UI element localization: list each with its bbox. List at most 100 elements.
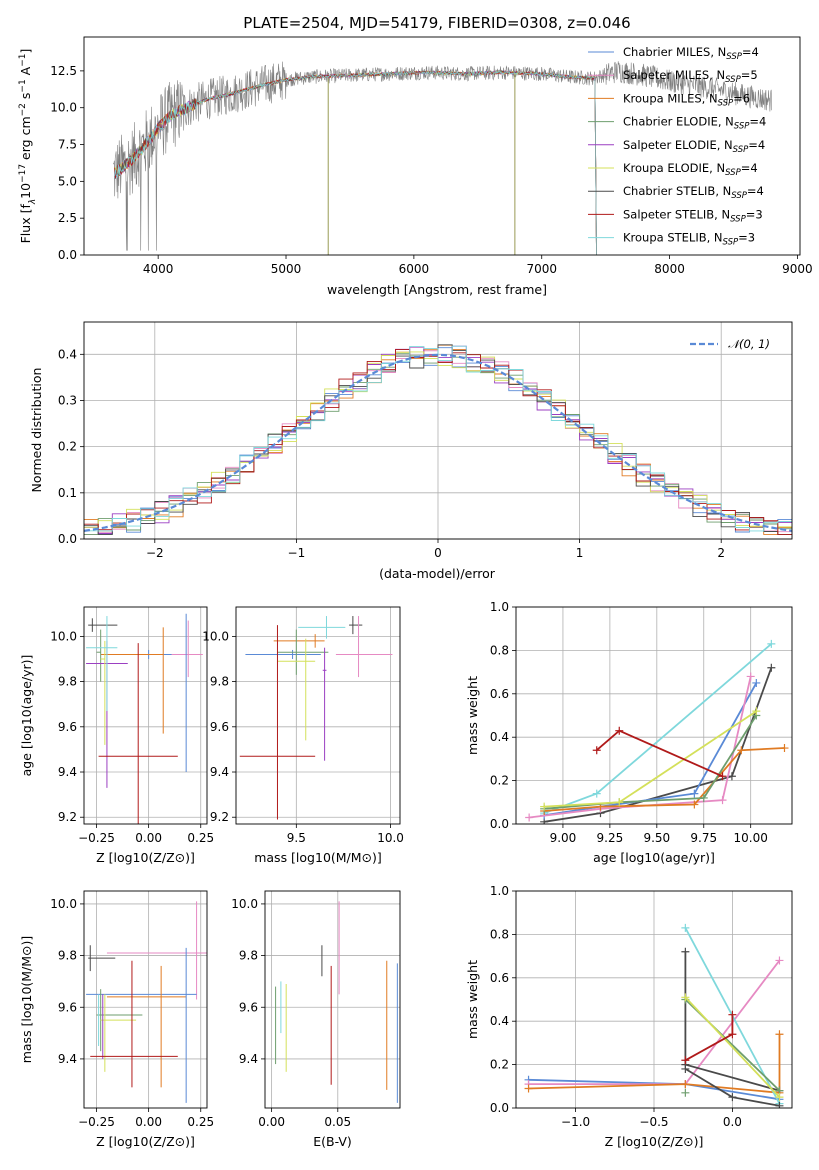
data-point <box>525 813 534 822</box>
y-tick-label: 9.2 <box>58 810 77 824</box>
data-point <box>681 1088 690 1097</box>
x-tick-label: 6000 <box>399 262 430 276</box>
y-axis-label: mass weight <box>465 676 480 755</box>
x-tick-label: 9.50 <box>643 831 670 845</box>
panel-age-vs-mass: 9.5 10.0 9.2 9.4 9.6 9.8 10.0 mass [log10(M/M⊙)… <box>202 606 404 865</box>
data-point <box>767 639 776 648</box>
x-tick-label: 5000 <box>271 262 302 276</box>
legend-label: Kroupa STELIB, NSSP=3 <box>623 231 755 248</box>
x-axis-label: Z [log10(Z/Z⊙)] <box>605 1134 704 1149</box>
y-tick-label: 9.4 <box>58 765 77 779</box>
y-tick-label: 0.8 <box>490 643 509 657</box>
plot-area <box>84 344 792 535</box>
y-axis-label: Flux [fλ10−17 erg cm−2 s−1 A−1] <box>18 49 38 244</box>
x-tick-label: −0.25 <box>78 1115 115 1129</box>
axes-frame <box>83 321 793 540</box>
x-tick-label: −1 <box>288 546 306 560</box>
x-tick-label: 9.25 <box>597 831 624 845</box>
spectrum-data-line <box>113 61 772 251</box>
plot-area <box>525 639 789 824</box>
data-point <box>718 772 727 781</box>
axes-frame <box>83 890 208 1109</box>
data-point <box>775 956 784 965</box>
normal-curve <box>84 353 792 532</box>
model-line-kroupa-elodie <box>114 70 597 255</box>
model-line-chabrier-stelib <box>114 69 597 255</box>
axes-frame <box>515 890 793 1109</box>
y-tick-label: 9.4 <box>58 1052 77 1066</box>
plot-area <box>524 923 784 1108</box>
y-tick-label: 10.0 <box>50 101 77 115</box>
data-point <box>699 793 708 802</box>
y-tick-label: 0.3 <box>58 393 77 407</box>
spectrum-title: PLATE=2504, MJD=54179, FIBERID=0308, z=0… <box>243 14 630 32</box>
data-point <box>746 672 755 681</box>
axes-frame <box>235 606 401 825</box>
y-tick-label: 0.0 <box>58 532 77 546</box>
data-point <box>592 746 601 755</box>
data-point <box>780 744 789 753</box>
data-point <box>752 707 761 716</box>
x-axis-label: mass [log10(M/M⊙)] <box>254 850 382 865</box>
y-tick-label: 12.5 <box>50 64 77 78</box>
panel-mass-vs-z: −0.25 0.00 0.25 9.4 9.6 9.8 10.0 Z [log10(Z/Z⊙)… <box>19 890 214 1149</box>
legend-label: 𝒩(0, 1) <box>728 337 770 351</box>
data-point <box>690 789 699 798</box>
panel-weight-vs-z: −1.0 −0.5 0.0 0.0 0.2 0.4 0.6 0.8 1.0 Z [log10(Z/… <box>465 884 793 1149</box>
y-tick-label: 5.0 <box>58 174 77 188</box>
x-tick-label: 7000 <box>526 262 557 276</box>
x-axis-label: Z [log10(Z/Z⊙)] <box>96 1134 195 1149</box>
y-tick-label: 0.0 <box>490 817 509 831</box>
y-tick-label: 9.6 <box>58 720 77 734</box>
data-point <box>767 663 776 672</box>
model-line-chabrier-elodie <box>114 69 597 255</box>
data-point <box>728 1030 737 1039</box>
data-point <box>681 1056 690 1065</box>
panel-residuals: −2 −1 0 1 2 0.0 0.1 0.2 0.3 0.4 𝒩(0, 1) (data-model… <box>29 321 793 581</box>
x-tick-label: 10.0 <box>377 831 404 845</box>
y-tick-label: 9.8 <box>58 949 77 963</box>
y-tick-label: 9.8 <box>239 949 258 963</box>
panel-age-vs-z: −0.25 0.00 0.25 9.2 9.4 9.6 9.8 10.0 Z [log10(Z/… <box>19 606 214 865</box>
x-tick-label: 0 <box>434 546 442 560</box>
y-tick-label: 9.2 <box>210 810 229 824</box>
x-tick-label: 9.5 <box>287 831 306 845</box>
legend-label: Chabrier STELIB, NSSP=4 <box>623 184 764 201</box>
data-point <box>775 1030 784 1039</box>
data-point <box>681 947 690 956</box>
x-tick-label: 0.0 <box>723 1115 742 1129</box>
x-tick-label: 10.00 <box>734 831 768 845</box>
series-line-chabrier-elodie <box>544 715 758 810</box>
x-tick-label: −0.25 <box>78 831 115 845</box>
y-tick-label: 0.6 <box>490 971 509 985</box>
x-tick-label: 9.00 <box>550 831 577 845</box>
x-tick-label: 4000 <box>143 262 174 276</box>
data-point <box>540 802 549 811</box>
y-axis-label: age [log10(age/yr)] <box>19 655 34 777</box>
plot-area <box>86 613 203 824</box>
series-line-chabrier-miles <box>544 682 758 817</box>
data-point <box>690 800 699 809</box>
data-point <box>737 746 746 755</box>
x-tick-label: 0.00 <box>258 1115 285 1129</box>
x-axis-label: E(B-V) <box>313 1134 352 1149</box>
legend-label: Salpeter STELIB, NSSP=3 <box>623 207 763 224</box>
y-tick-label: 0.4 <box>58 347 77 361</box>
y-tick-label: 0.4 <box>490 730 509 744</box>
x-tick-label: 0.05 <box>324 1115 351 1129</box>
data-point <box>681 923 690 932</box>
x-axis-label: Z [log10(Z/Z⊙)] <box>96 850 195 865</box>
data-point <box>615 726 624 735</box>
series-line-kroupa-miles <box>544 747 785 812</box>
y-tick-label: 0.1 <box>58 486 77 500</box>
legend-label: Chabrier ELODIE, NSSP=4 <box>623 115 766 132</box>
series-line-kroupa-stelib <box>543 643 772 814</box>
y-tick-label: 9.8 <box>210 675 229 689</box>
series-line-salpeter-miles <box>528 676 752 819</box>
legend-label: Chabrier MILES, NSSP=4 <box>623 45 759 62</box>
model-line-salpeter-miles <box>114 70 597 255</box>
model-line-salpeter-elodie <box>114 70 597 255</box>
legend-label: Kroupa ELODIE, NSSP=4 <box>623 161 758 178</box>
model-line-chabrier-miles <box>114 70 597 255</box>
axes-frame <box>515 606 793 825</box>
